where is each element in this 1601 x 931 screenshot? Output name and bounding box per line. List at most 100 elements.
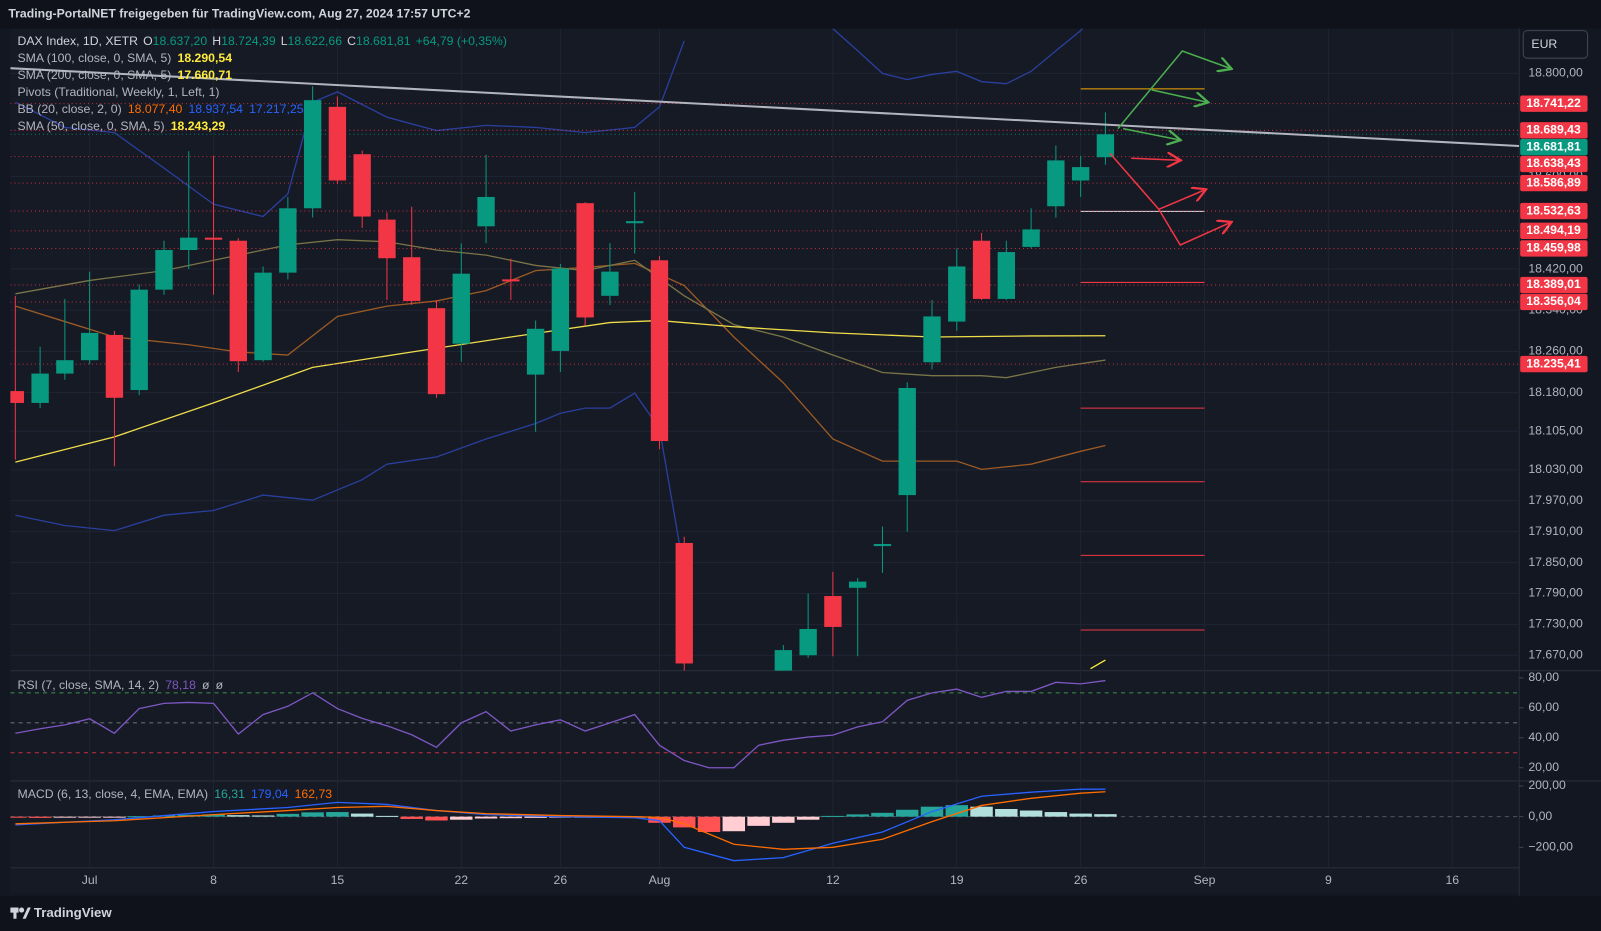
legend-value: 18.681,81 <box>356 34 411 48</box>
y-tick-label: 17.970,00 <box>1528 493 1583 507</box>
histogram-bar <box>697 816 721 832</box>
histogram-bar <box>722 816 746 832</box>
price-label: 18.741,22 <box>1526 96 1581 110</box>
histogram-bar <box>1019 810 1043 817</box>
y-tick-label: 17.730,00 <box>1528 617 1583 631</box>
candle-body <box>1096 134 1115 158</box>
candle-body <box>675 542 693 664</box>
candle-body <box>848 581 867 588</box>
y-tick-label: 18.180,00 <box>1528 385 1583 399</box>
candle-body <box>873 544 892 547</box>
histogram-bar <box>127 816 151 818</box>
footer-text: TradingView <box>34 905 113 920</box>
histogram-bar <box>772 816 795 823</box>
price-label: 18.681,81 <box>1526 139 1581 153</box>
legend-value: 17.660,71 <box>178 68 233 82</box>
legend-value: 18.077,40 <box>128 102 183 116</box>
legend-value: ø <box>216 678 224 692</box>
histogram-bar <box>103 816 126 818</box>
histogram-bar <box>375 815 399 817</box>
histogram-bar <box>276 813 300 817</box>
histogram-bar <box>499 816 523 819</box>
candle-body <box>1047 160 1065 207</box>
candle-body <box>279 208 297 273</box>
price-label: 18.235,41 <box>1526 356 1581 370</box>
histogram-bar <box>1094 814 1117 817</box>
y-tick-label: 18.260,00 <box>1528 344 1583 358</box>
arrow <box>1122 127 1179 140</box>
x-tick-label: 16 <box>1445 873 1459 887</box>
y-tick-label: 80,00 <box>1528 670 1559 684</box>
legend-value: 16,31 <box>214 787 245 801</box>
histogram-bar <box>10 816 27 818</box>
histogram-bar <box>251 815 275 817</box>
legend-value: 18.724,39 <box>221 34 276 48</box>
price-label-box <box>1520 293 1588 311</box>
legend-value: 17.217,25 <box>249 102 304 116</box>
legend-label: SMA (100, close, 0, SMA, 5) <box>18 51 172 65</box>
candle-body <box>130 289 148 391</box>
x-tick-label: 15 <box>331 873 345 887</box>
y-tick-label: 17.790,00 <box>1528 586 1583 600</box>
macd-pane <box>10 788 1520 862</box>
y-tick-label: 18.105,00 <box>1528 423 1583 437</box>
candle-body <box>105 334 124 398</box>
histogram-bar <box>326 812 349 817</box>
indicator-line <box>1090 659 1106 670</box>
price-label: 18.638,43 <box>1526 156 1581 170</box>
histogram-bar <box>871 812 894 817</box>
currency-box[interactable] <box>1522 30 1589 59</box>
histogram-bar <box>796 816 820 820</box>
legend-value: 18.243,29 <box>171 119 226 133</box>
y-tick-label: 60,00 <box>1528 700 1559 714</box>
histogram-bar <box>202 814 225 817</box>
candle-body <box>10 391 25 403</box>
histogram-bar <box>945 805 969 817</box>
legend-line: SMA (100, close, 0, SMA, 5) 18.290,54 <box>18 51 233 65</box>
candle-body <box>180 237 198 250</box>
histogram-bar <box>474 816 498 819</box>
arrow <box>1117 50 1230 130</box>
candle-body <box>626 221 644 224</box>
candle-body <box>601 271 619 296</box>
candle-body <box>526 328 545 375</box>
price-label-box <box>1520 276 1588 294</box>
candle-body <box>997 252 1016 299</box>
candle-body <box>824 596 842 627</box>
y-tick-label: 18.420,00 <box>1528 261 1583 275</box>
legend-line: MACD (6, 13, close, 4, EMA, EMA) 16,31 179… <box>18 787 333 801</box>
x-tick-label: 26 <box>1074 873 1088 887</box>
histogram-bar <box>425 816 448 821</box>
legend-label: SMA (50, close, 0, SMA, 5) <box>18 119 165 133</box>
y-tick-label: 18.800,00 <box>1528 66 1583 80</box>
x-tick-label: Aug <box>649 873 671 887</box>
histogram-bar <box>350 813 374 817</box>
candle-body <box>774 650 793 671</box>
histogram-bar <box>227 815 250 817</box>
histogram-bar <box>821 815 845 817</box>
indicator-line <box>15 28 1084 218</box>
price-label-box <box>1520 155 1588 173</box>
candle-body <box>378 219 396 259</box>
candle-body <box>328 106 347 181</box>
plot-area <box>10 28 1520 894</box>
arrow <box>1151 89 1207 102</box>
candle-body <box>799 628 817 656</box>
candle-body <box>948 266 966 322</box>
legend-label: SMA (200, close, 0, SMA, 5) <box>18 68 172 82</box>
legend-label: Pivots (Traditional, Weekly, 1, Left, 1) <box>18 85 220 99</box>
legend-key: H <box>212 34 221 48</box>
indicator-line <box>15 392 685 572</box>
header-bar <box>0 0 1601 29</box>
y-tick-label: 200,00 <box>1528 778 1566 792</box>
histogram-bar <box>970 806 993 817</box>
currency[interactable]: EUR <box>1531 37 1557 51</box>
legend-line: DAX Index, 1D, XETR O18.637,20 H18.724,39 L… <box>18 34 507 48</box>
price-label-box <box>1520 222 1588 240</box>
y-tick-label: −200,00 <box>1528 840 1573 854</box>
legend-value: 162,73 <box>295 787 333 801</box>
legend-line: BB (20, close, 2, 0) 18.077,40 18.937,54 17… <box>18 102 304 116</box>
legend-value: 18.290,54 <box>178 51 233 65</box>
price-label: 18.356,04 <box>1526 294 1581 308</box>
